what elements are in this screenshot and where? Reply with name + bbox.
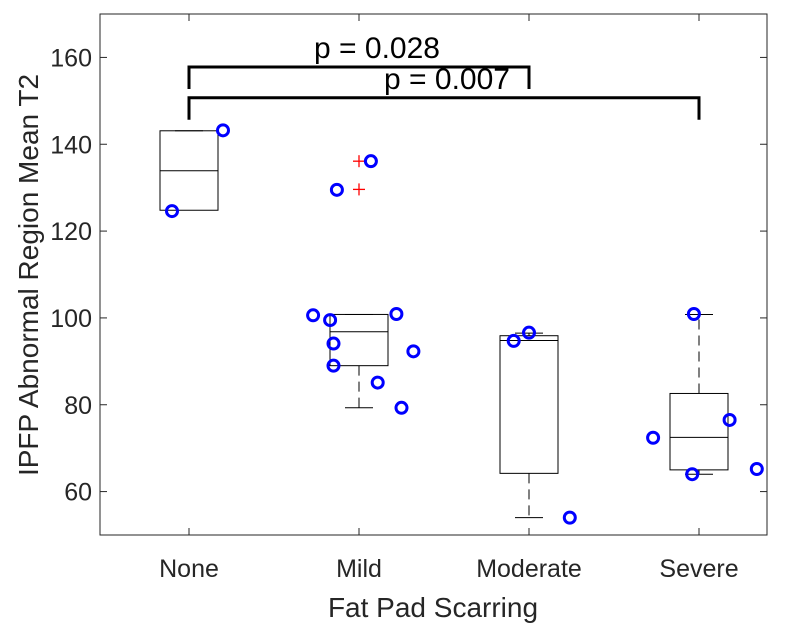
data-point: [522, 325, 536, 340]
y-tick-label: 120: [50, 218, 92, 246]
data-point: [306, 308, 321, 323]
y-tick-label: 80: [64, 392, 92, 420]
data-point: [326, 358, 341, 373]
plot-area: [99, 13, 768, 536]
x-tick-label: Mild: [336, 555, 382, 583]
data-point: [749, 462, 764, 477]
data-point: [506, 333, 521, 348]
box-moderate: [499, 332, 559, 519]
data-point: [562, 510, 577, 525]
data-point: [389, 307, 404, 322]
data-point: [216, 123, 230, 138]
y-axis: 60 80 100 120 140 160: [50, 44, 767, 507]
data-point: [646, 430, 661, 445]
x-tick-label: Moderate: [476, 555, 582, 583]
x-axis: None Mild Moderate Severe: [159, 14, 739, 583]
data-point: [370, 375, 385, 390]
bracket-line: [187, 65, 531, 89]
data-point: [165, 204, 179, 219]
bracket-line: [187, 96, 701, 120]
data-point: [363, 154, 378, 169]
data-point: [685, 467, 700, 482]
boxes-layer: [159, 130, 729, 519]
box-none: [159, 130, 219, 211]
x-tick-label: Severe: [659, 555, 738, 583]
outlier-marker: [353, 155, 365, 168]
data-point: [329, 182, 344, 197]
x-tick-label: None: [159, 555, 219, 583]
x-axis-label: Fat Pad Scarring: [328, 592, 538, 623]
points-layer: [165, 123, 764, 525]
box-mild: [329, 155, 389, 409]
y-tick-label: 160: [50, 44, 92, 72]
p-value-label: p = 0.028: [314, 32, 440, 65]
y-tick-label: 140: [50, 131, 92, 159]
data-point: [394, 400, 409, 415]
significance-bracket: p = 0.007: [187, 63, 701, 120]
outlier-marker: [353, 183, 365, 196]
significance-bracket: p = 0.028: [187, 32, 531, 89]
y-tick-label: 60: [64, 479, 92, 507]
data-point: [406, 344, 421, 359]
y-axis-label: IPFP Abnormal Region Mean T2: [13, 74, 44, 476]
y-tick-label: 100: [50, 305, 92, 333]
data-point: [323, 313, 338, 328]
data-point: [326, 336, 341, 351]
data-point: [686, 307, 701, 322]
data-point: [722, 412, 737, 427]
p-value-label: p = 0.007: [384, 63, 510, 96]
